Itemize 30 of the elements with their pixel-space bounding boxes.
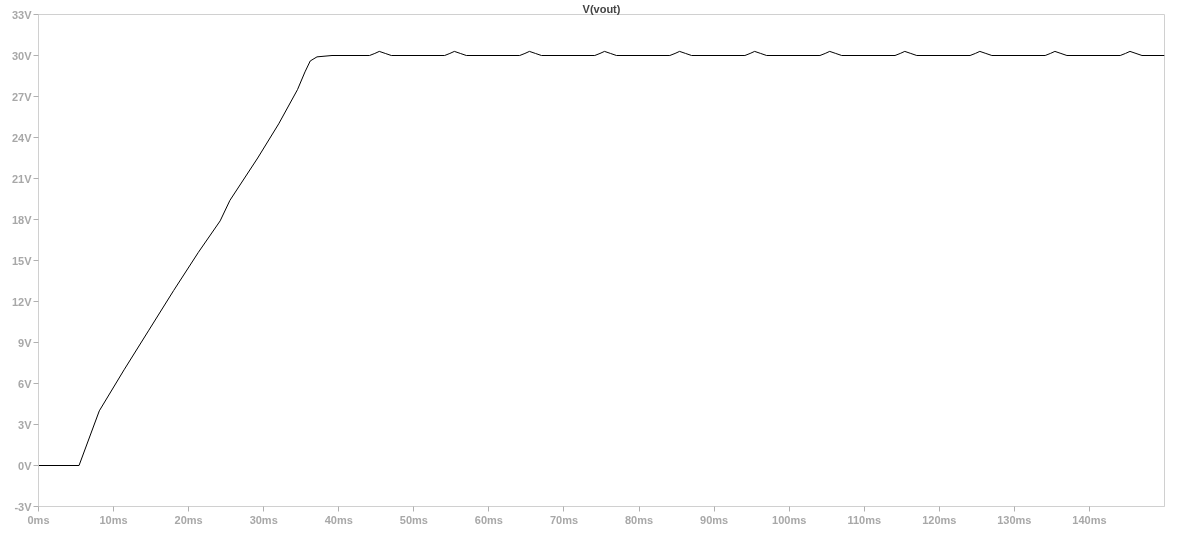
y-tick-label: 3V xyxy=(18,418,33,431)
chart-title: V(vout) xyxy=(582,2,621,15)
y-tick-label: 30V xyxy=(11,49,33,62)
y-tick-label: 27V xyxy=(11,90,33,103)
y-tick-label: 24V xyxy=(11,131,33,144)
y-tick-label: -3V xyxy=(14,500,33,513)
y-tick-label: 12V xyxy=(11,295,33,308)
x-tick-label: 50ms xyxy=(399,513,428,526)
x-tick-label: 110ms xyxy=(847,513,882,526)
y-tick-label: 6V xyxy=(18,377,33,390)
y-tick-label: 9V xyxy=(18,336,33,349)
x-tick-label: 100ms xyxy=(772,513,807,526)
x-tick-label: 40ms xyxy=(324,513,353,526)
x-tick-label: 10ms xyxy=(99,513,128,526)
x-tick-label: 0ms xyxy=(27,513,50,526)
y-tick-label: 15V xyxy=(11,254,33,267)
x-tick-label: 130ms xyxy=(997,513,1032,526)
y-tick-label: 0V xyxy=(18,459,33,472)
x-tick-label: 60ms xyxy=(474,513,503,526)
x-tick-label: 90ms xyxy=(700,513,729,526)
y-tick-label: 18V xyxy=(11,213,33,226)
x-tick-label: 20ms xyxy=(174,513,203,526)
y-tick-label: 33V xyxy=(11,8,33,21)
x-tick-label: 80ms xyxy=(624,513,654,526)
x-tick-label: 30ms xyxy=(249,513,278,526)
x-tick-label: 140ms xyxy=(1072,513,1107,526)
x-tick-label: 120ms xyxy=(922,513,957,526)
line-series xyxy=(38,50,1165,466)
x-tick-label: 70ms xyxy=(549,513,579,526)
y-tick-label: 21V xyxy=(11,172,33,185)
